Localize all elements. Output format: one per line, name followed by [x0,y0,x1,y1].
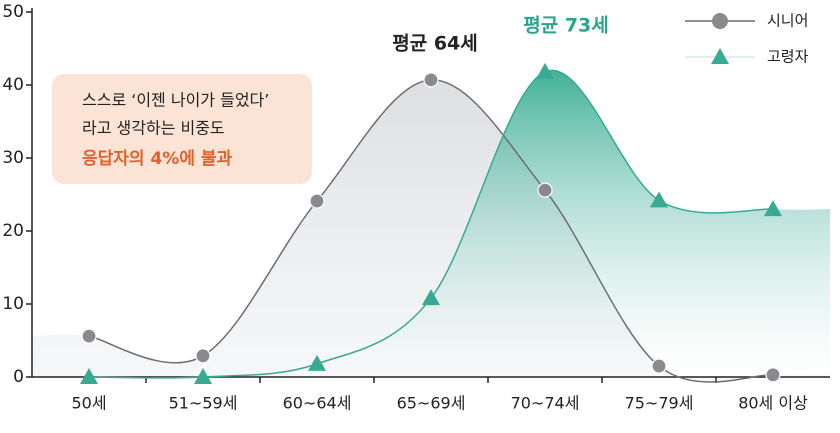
x-tick-label: 70~74세 [511,394,580,413]
legend-marker [712,13,728,29]
callout-line: 응답자의 4%에 불과 [82,149,233,169]
callout-line: 스스로 ‘이젠 나이가 들었다’ [82,91,269,110]
marker [81,328,97,344]
callout-box [52,74,312,184]
marker [537,182,553,198]
marker [765,367,781,383]
y-tick-label: 50 [2,2,24,22]
marker [194,368,212,384]
x-tick-label: 50세 [71,394,106,413]
legend-label: 고령자 [767,48,809,66]
legend-marker [711,48,729,64]
marker [195,348,211,364]
marker [536,62,554,79]
callout-line: 라고 생각하는 비중도 [82,119,225,138]
marker [309,193,325,209]
annotation: 평균 64세 [392,33,478,55]
marker [650,191,668,208]
legend-label: 시니어 [767,12,808,30]
y-tick-label: 0 [13,367,24,387]
marker [764,200,782,217]
x-tick-label: 80세 이상 [738,394,808,413]
x-tick-label: 51~59세 [169,394,238,413]
x-tick-label: 65~69세 [397,394,466,413]
marker [80,368,98,384]
x-tick-label: 60~64세 [283,394,352,413]
marker [308,354,326,371]
x-tick-label: 75~79세 [625,394,694,413]
y-tick-label: 40 [2,75,24,95]
marker [651,358,667,374]
marker [422,289,440,306]
annotation: 평균 73세 [523,15,609,37]
marker [423,72,439,88]
y-tick-label: 20 [2,221,24,241]
y-tick-label: 10 [2,294,24,314]
series-area [32,79,830,383]
series-area [32,70,830,378]
y-tick-label: 30 [2,148,24,168]
